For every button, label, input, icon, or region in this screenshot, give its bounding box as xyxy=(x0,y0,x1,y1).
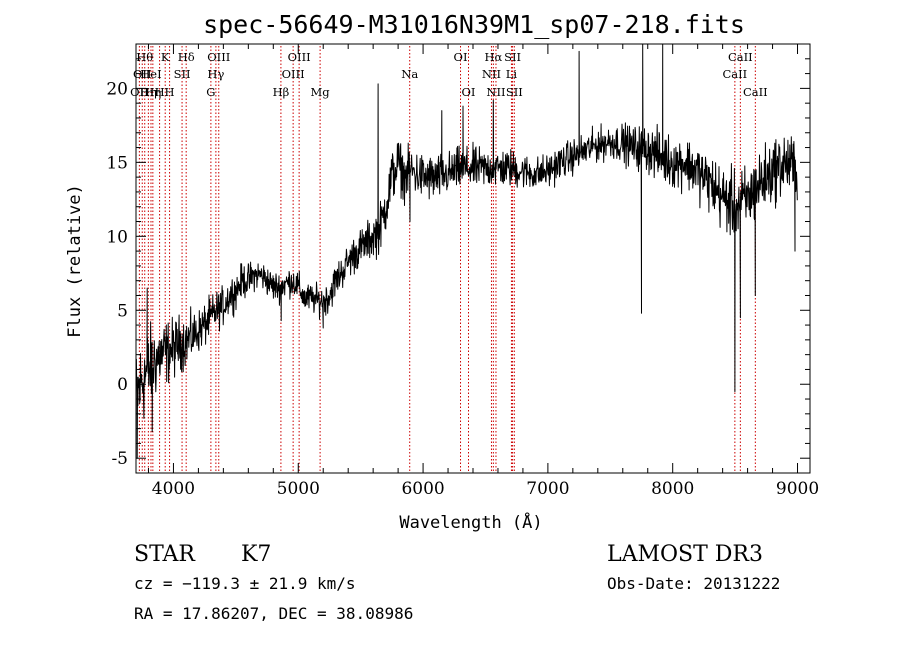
y-tick-label: 10 xyxy=(106,227,128,247)
x-tick-label: 9000 xyxy=(776,479,819,499)
redshift-cz: cz = −119.3 ± 21.9 km/s xyxy=(134,574,356,593)
reference-line-label: CaII xyxy=(728,50,753,64)
reference-line-label: OIII xyxy=(282,67,305,81)
reference-line-label: Li xyxy=(506,67,518,81)
reference-line-label: OIII xyxy=(288,50,311,64)
y-tick-label: 20 xyxy=(106,79,128,99)
reference-line-label: G xyxy=(206,85,215,99)
object-subclass: K7 xyxy=(241,542,271,567)
reference-line-label: NII xyxy=(486,85,505,99)
reference-line-label: OIII xyxy=(207,50,230,64)
x-tick-label: 8000 xyxy=(651,479,694,499)
reference-line-label: K xyxy=(161,50,170,64)
sky-coordinates: RA = 17.86207, DEC = 38.08986 xyxy=(134,604,413,623)
reference-line-label: Hβ xyxy=(273,85,290,99)
survey-name: LAMOST DR3 xyxy=(607,542,763,567)
y-tick-label: 5 xyxy=(117,301,128,321)
observation-date: Obs-Date: 20131222 xyxy=(607,574,780,593)
x-tick-label: 6000 xyxy=(401,479,444,499)
y-axis-label: Flux (relative) xyxy=(65,184,85,338)
reference-line-label: Hη xyxy=(144,85,161,99)
spectrum-line xyxy=(135,43,798,459)
y-tick-label: 15 xyxy=(106,153,128,173)
reference-line-label: CaII xyxy=(743,85,768,99)
object-class: STAR xyxy=(134,542,196,567)
reference-line-label: NII xyxy=(482,67,501,81)
reference-line-label: Hδ xyxy=(178,50,195,64)
reference-line-label: H xyxy=(165,85,175,99)
y-tick-label: -5 xyxy=(111,449,128,469)
reference-line-label: Hγ xyxy=(207,67,224,81)
plot-frame xyxy=(135,43,811,474)
reference-line-label: SII xyxy=(504,50,521,64)
x-tick-label: 5000 xyxy=(277,479,320,499)
reference-line-label: Mg xyxy=(311,85,331,99)
reference-line-label: OI xyxy=(462,85,476,99)
axis-tick-labels: 4000 5000 6000 7000 8000 9000 -5 0 5 10 15 20 xyxy=(106,79,819,499)
reference-line-label: SII xyxy=(506,85,523,99)
axis-ticks xyxy=(136,44,810,473)
x-tick-label: 7000 xyxy=(526,479,569,499)
reference-line-label: CaII xyxy=(722,67,747,81)
reference-line-label: OII xyxy=(133,67,152,81)
x-tick-label: 4000 xyxy=(152,479,195,499)
y-tick-label: 0 xyxy=(117,375,128,395)
reference-lines xyxy=(138,46,756,473)
x-axis-label: Wavelength (Å) xyxy=(399,511,542,533)
reference-line-label: SII xyxy=(174,67,191,81)
reference-line-label: HeI xyxy=(140,67,161,81)
reference-line-label: Hα xyxy=(484,50,502,64)
reference-line-label: Hθ xyxy=(136,50,153,64)
reference-line-label: H xyxy=(155,85,165,99)
reference-line-label: Na xyxy=(401,67,418,81)
reference-line-label: OI xyxy=(454,50,468,64)
chart-title: spec-56649-M31016N39M1_sp07-218.fits xyxy=(203,10,745,39)
reference-line-labels: OIIOIIHθHηHeIHηHKHSIIHδGHγOIIIHβOIIIOIII… xyxy=(130,50,768,99)
